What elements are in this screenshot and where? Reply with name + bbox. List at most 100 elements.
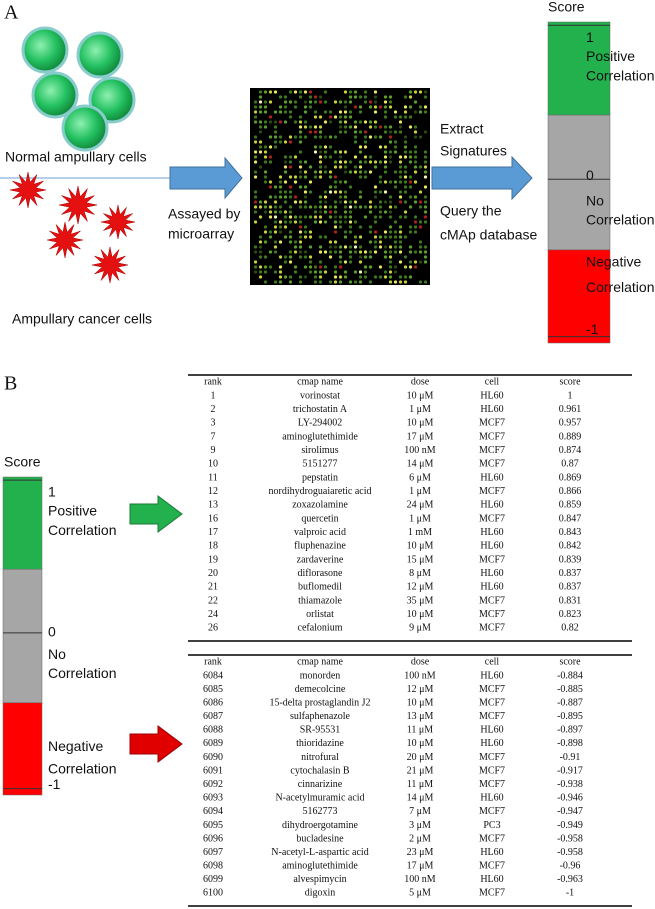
table-cell: 0.889 bbox=[559, 431, 582, 442]
spot bbox=[288, 160, 293, 164]
spot bbox=[403, 170, 408, 174]
spot bbox=[278, 230, 283, 234]
spot bbox=[418, 220, 423, 224]
table-cell: 6086 bbox=[203, 697, 223, 708]
spot bbox=[408, 105, 413, 109]
spot bbox=[383, 210, 388, 214]
spot bbox=[288, 155, 293, 159]
table-cell: 6097 bbox=[203, 847, 223, 858]
spot bbox=[293, 270, 298, 274]
spot bbox=[383, 255, 388, 259]
spot bbox=[333, 200, 338, 204]
spot bbox=[273, 145, 278, 149]
table-cell: N-acetylmuramic acid bbox=[275, 793, 364, 804]
spot bbox=[293, 105, 298, 109]
spot bbox=[318, 175, 323, 179]
spot bbox=[318, 95, 323, 99]
spot bbox=[353, 125, 358, 129]
spot bbox=[373, 190, 378, 194]
spot bbox=[343, 245, 348, 249]
spot bbox=[393, 145, 398, 149]
spot bbox=[258, 125, 263, 129]
spot bbox=[268, 215, 273, 219]
table-cell: MCF7 bbox=[479, 459, 505, 470]
spot bbox=[253, 200, 258, 204]
spot bbox=[318, 100, 323, 104]
spot bbox=[283, 260, 288, 264]
spot bbox=[263, 170, 268, 174]
spot bbox=[418, 245, 423, 249]
spot bbox=[373, 215, 378, 219]
spot bbox=[343, 150, 348, 154]
spot bbox=[388, 100, 393, 104]
column-header: cell bbox=[485, 656, 500, 667]
table-cell: 14 μM bbox=[407, 793, 434, 804]
spot bbox=[298, 225, 303, 229]
table-cell: 0.874 bbox=[559, 445, 582, 456]
spot bbox=[283, 120, 288, 124]
cancer-cell bbox=[46, 221, 84, 259]
spot bbox=[398, 200, 403, 204]
table-cell: 2 bbox=[211, 404, 216, 415]
table-cell: 0.957 bbox=[559, 418, 582, 429]
spot bbox=[383, 250, 388, 254]
spot bbox=[353, 220, 358, 224]
spot bbox=[328, 215, 333, 219]
table-cell: thiamazole bbox=[298, 595, 342, 606]
spot bbox=[363, 130, 368, 134]
spot bbox=[358, 270, 363, 274]
spot bbox=[263, 125, 268, 129]
spot bbox=[393, 130, 398, 134]
spot bbox=[383, 115, 388, 119]
spot bbox=[423, 175, 428, 179]
spot bbox=[373, 160, 378, 164]
spot bbox=[368, 125, 373, 129]
spot bbox=[283, 160, 288, 164]
spot bbox=[338, 260, 343, 264]
spot bbox=[373, 235, 378, 239]
spot bbox=[313, 275, 318, 279]
spot bbox=[373, 100, 378, 104]
spot bbox=[323, 190, 328, 194]
spot bbox=[413, 260, 418, 264]
spot bbox=[333, 280, 338, 284]
spot bbox=[338, 215, 343, 219]
spot bbox=[368, 210, 373, 214]
spot bbox=[278, 225, 283, 229]
spot bbox=[408, 230, 413, 234]
spot bbox=[298, 200, 303, 204]
spot bbox=[343, 270, 348, 274]
spot bbox=[373, 205, 378, 209]
table-cell: nordihydroguaiaretic acid bbox=[268, 486, 371, 497]
spot bbox=[328, 155, 333, 159]
spot bbox=[328, 190, 333, 194]
spot bbox=[273, 250, 278, 254]
spot bbox=[318, 115, 323, 119]
spot bbox=[358, 235, 363, 239]
spot bbox=[418, 225, 423, 229]
scale-label: Correlation bbox=[586, 279, 654, 295]
spot bbox=[393, 245, 398, 249]
table-cell: 17 bbox=[208, 527, 218, 538]
spot bbox=[333, 220, 338, 224]
spot bbox=[423, 215, 428, 219]
spot bbox=[263, 110, 268, 114]
spot bbox=[313, 265, 318, 269]
table-cell: 20 bbox=[208, 568, 218, 579]
spot bbox=[398, 125, 403, 129]
spot bbox=[368, 240, 373, 244]
spot bbox=[298, 245, 303, 249]
spot bbox=[268, 120, 273, 124]
spot bbox=[358, 150, 363, 154]
spot bbox=[423, 280, 428, 284]
spot bbox=[403, 200, 408, 204]
spot bbox=[288, 280, 293, 284]
spot bbox=[328, 110, 333, 114]
spot bbox=[398, 250, 403, 254]
spot bbox=[413, 215, 418, 219]
spot bbox=[308, 130, 313, 134]
spot bbox=[298, 250, 303, 254]
spot bbox=[343, 230, 348, 234]
spot bbox=[343, 130, 348, 134]
table-cell: MCF7 bbox=[479, 431, 505, 442]
